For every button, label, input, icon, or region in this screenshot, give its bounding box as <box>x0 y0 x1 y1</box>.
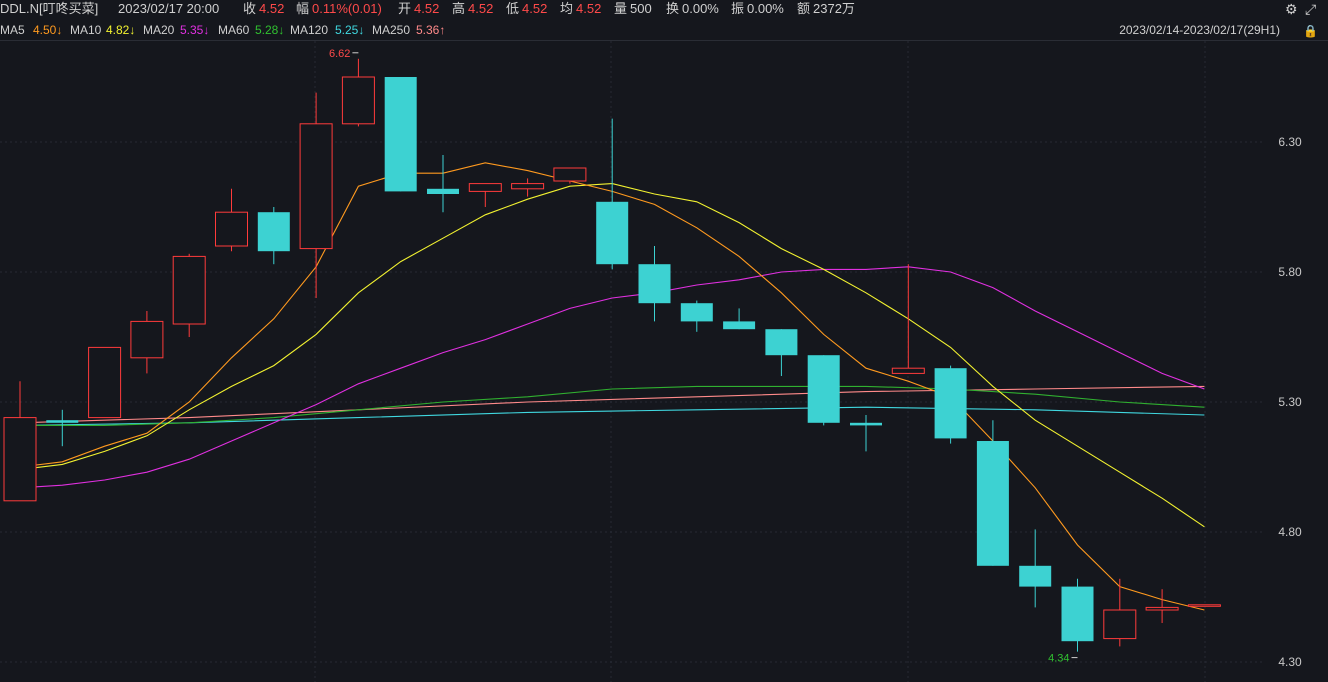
candle-body-up <box>299 123 333 250</box>
amplitude-label: 幅 <box>296 1 310 16</box>
y-tick-label: 4.30 <box>1278 655 1302 669</box>
y-tick-label: 5.80 <box>1278 265 1302 279</box>
candle-body-down <box>596 201 629 265</box>
candle-body-up <box>341 76 375 125</box>
average-value: 4.52 <box>576 1 602 16</box>
candle-body-down <box>638 264 671 304</box>
ma5-value: 4.50↓ <box>33 23 63 37</box>
gear-icon[interactable]: ⚙ <box>1285 1 1298 17</box>
extreme-price-label: 4.34 <box>1048 653 1069 665</box>
candle-body-up <box>130 320 164 359</box>
ma60-label: MA60 <box>218 23 250 37</box>
open-value: 4.52 <box>414 1 440 16</box>
candle-body-up <box>553 167 587 182</box>
ma20-label: MA20 <box>143 23 175 37</box>
candle-body-down <box>934 368 967 439</box>
candle-body-down <box>1061 586 1094 642</box>
candle-body-down <box>765 329 798 356</box>
candle-body-up <box>215 211 248 247</box>
candle-body-up <box>1145 606 1179 611</box>
ma120-line <box>19 406 1205 426</box>
close-value: 4.52 <box>259 1 285 16</box>
swing-value: 0.00% <box>747 1 784 16</box>
candle-body-down <box>1019 565 1052 587</box>
y-tick-label: 6.30 <box>1278 135 1302 149</box>
ma60-line <box>20 385 1205 426</box>
high-label: 高 <box>452 1 466 16</box>
candle-body-up <box>1187 604 1221 607</box>
candle-body-down <box>723 321 756 330</box>
y-tick-label: 5.30 <box>1278 395 1302 409</box>
date-range: 2023/02/14-2023/02/17(29H1) <box>1119 23 1280 37</box>
low-label: 低 <box>506 1 520 16</box>
amount-label: 额 <box>797 1 811 16</box>
average-label: 均 <box>560 1 574 16</box>
turnover-label: 换 <box>666 1 680 16</box>
ma120-value: 5.25↓ <box>335 23 365 37</box>
swing-label: 振 <box>731 1 745 16</box>
amplitude-value: 0.11%(0.01) <box>312 1 382 16</box>
volume-value: 500 <box>630 1 652 16</box>
candle-body-down <box>46 420 79 423</box>
ma20-line <box>19 266 1205 489</box>
open-label: 开 <box>398 1 412 16</box>
ma-legend: MA5 4.50↓ MA10 4.82↓ MA20 5.35↓ MA60 5.2… <box>0 20 1328 40</box>
ma20-value: 5.35↓ <box>180 23 210 37</box>
close-label: 收 <box>243 1 257 16</box>
extreme-price-label: 6.62 <box>329 48 350 60</box>
expand-icon[interactable]: ⤢ <box>1305 1 1317 17</box>
header-separator <box>0 40 1328 41</box>
turnover-value: 0.00% <box>682 1 719 16</box>
volume-label: 量 <box>614 1 628 16</box>
candle-body-down <box>427 188 459 194</box>
high-value: 4.52 <box>468 1 494 16</box>
candle-body-down <box>850 422 882 426</box>
quote-header: DDL.N[叮咚买菜] 2023/02/17 20:00 收 4.52 幅 0.… <box>0 0 1328 20</box>
candle-body-up <box>891 367 925 374</box>
candle-body-down <box>976 441 1009 566</box>
y-tick-label: 4.80 <box>1278 525 1302 539</box>
symbol-name: DDL.N[叮咚买菜] <box>0 1 99 16</box>
candlestick-chart[interactable]: 6.30 5.80 5.30 4.80 4.30 6.62 4.34 <box>0 41 1328 682</box>
quote-datetime: 2023/02/17 20:00 <box>118 1 220 16</box>
ma10-label: MA10 <box>70 23 102 37</box>
ma250-line <box>19 385 1205 424</box>
ma10-value: 4.82↓ <box>106 23 136 37</box>
candle-body-up <box>3 417 37 502</box>
ma250-label: MA250 <box>372 23 411 37</box>
ma250-value: 5.36↑ <box>416 23 446 37</box>
candle-body-up <box>468 183 502 192</box>
candle-body-up <box>511 183 545 190</box>
candle-body-down <box>807 355 840 423</box>
candle-body-down <box>680 303 713 322</box>
lock-icon[interactable]: 🔒 <box>1303 24 1318 38</box>
ma60-value: 5.28↓ <box>255 23 285 37</box>
candle-body-up <box>88 346 122 419</box>
candle-body-up <box>172 255 206 325</box>
ma5-label: MA5 <box>0 23 25 37</box>
candle-body-down <box>257 212 290 252</box>
low-value: 4.52 <box>522 1 548 16</box>
ma120-label: MA120 <box>290 23 329 37</box>
amount-value: 2372万 <box>813 1 855 16</box>
candle-body-down <box>384 77 417 192</box>
candle-body-up <box>1103 609 1137 640</box>
